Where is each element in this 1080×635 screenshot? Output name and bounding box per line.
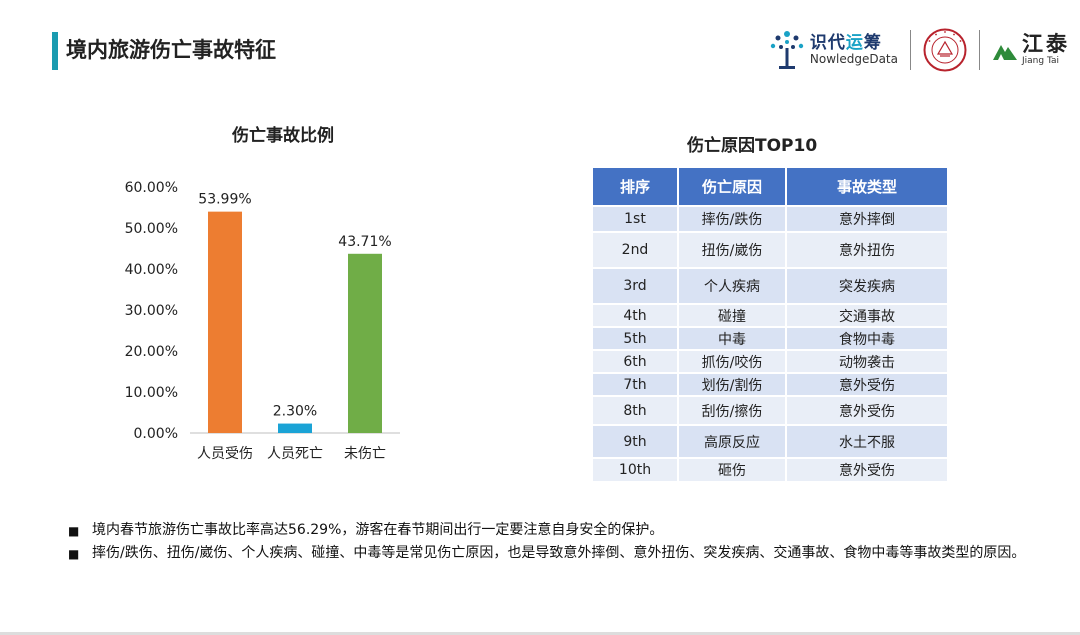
table-row: 6th 抓伤/咬伤 动物袭击: [593, 349, 947, 372]
y-tick-label: 0.00%: [134, 426, 178, 442]
bottom-divider: [0, 632, 1080, 635]
table-row: 7th 划伤/割伤 意外受伤: [593, 372, 947, 395]
rank-cell: 5th: [593, 326, 679, 349]
bar: [208, 211, 242, 433]
logo-group: 识代运筹 NowledgeData 江泰 Jiang Tai: [768, 24, 1070, 76]
note-text: 境内春节旅游伤亡事故比率高达56.29%，游客在春节期间出行一定要注意自身安全的…: [92, 522, 664, 538]
logo-divider: [910, 30, 911, 70]
y-tick-label: 10.00%: [125, 385, 178, 401]
rank-cell: 2nd: [593, 231, 679, 267]
rank-cell: 6th: [593, 349, 679, 372]
table-row: 4th 碰撞 交通事故: [593, 303, 947, 326]
data-label: 53.99%: [198, 192, 251, 208]
table-title: 伤亡原因TOP10: [687, 136, 818, 156]
table-header-cause: 伤亡原因: [679, 168, 787, 205]
table-row: 8th 刮伤/擦伤 意外受伤: [593, 395, 947, 424]
type-cell: 意外受伤: [787, 395, 947, 424]
summary-notes: ■ 境内春节旅游伤亡事故比率高达56.29%，游客在春节期间出行一定要注意自身安…: [68, 519, 1058, 565]
jiangtai-logo: 江泰 Jiang Tai: [992, 34, 1070, 66]
type-cell: 动物袭击: [787, 349, 947, 372]
data-label: 2.30%: [273, 404, 317, 420]
bar: [278, 423, 312, 433]
top10-table: 排序 伤亡原因 事故类型 1st 摔伤/跌伤 意外摔倒 2nd 扭伤/崴伤 意外…: [593, 168, 947, 481]
cause-cell: 划伤/割伤: [679, 372, 787, 395]
y-tick-label: 30.00%: [125, 303, 178, 319]
y-tick-label: 60.00%: [125, 180, 178, 196]
mountain-icon: [993, 45, 1017, 60]
tree-icon: [770, 31, 804, 69]
bar: [348, 253, 382, 433]
square-bullet-icon: ■: [68, 547, 80, 561]
table-row: 9th 高原反应 水土不服: [593, 424, 947, 457]
type-cell: 食物中毒: [787, 326, 947, 349]
square-bullet-icon: ■: [68, 524, 80, 538]
x-tick-label: 人员受伤: [197, 446, 253, 462]
type-cell: 交通事故: [787, 303, 947, 326]
rank-cell: 7th: [593, 372, 679, 395]
table-row: 10th 砸伤 意外受伤: [593, 457, 947, 481]
y-tick-label: 40.00%: [125, 262, 178, 278]
type-cell: 水土不服: [787, 424, 947, 457]
casualty-bar-chart: 0.00% 10.00% 20.00% 30.00% 40.00% 50.00% 60.00…: [125, 180, 400, 462]
rank-cell: 1st: [593, 205, 679, 231]
title-accent-bar: [52, 32, 58, 70]
table-row: 2nd 扭伤/崴伤 意外扭伤: [593, 231, 947, 267]
table-row: 3rd 个人疾病 突发疾病: [593, 267, 947, 303]
knowledgedata-cn: 识代运筹: [809, 32, 882, 53]
note-text: 摔伤/跌伤、扭伤/崴伤、个人疾病、碰撞、中毒等是常见伤亡原因，也是导致意外摔倒、…: [92, 545, 1026, 561]
knowledgedata-logo: 识代运筹 NowledgeData: [768, 28, 898, 72]
cause-cell: 抓伤/咬伤: [679, 349, 787, 372]
note-item: ■ 摔伤/跌伤、扭伤/崴伤、个人疾病、碰撞、中毒等是常见伤亡原因，也是导致意外摔…: [68, 542, 1058, 565]
data-label: 43.71%: [338, 234, 391, 250]
type-cell: 突发疾病: [787, 267, 947, 303]
cause-cell: 刮伤/擦伤: [679, 395, 787, 424]
type-cell: 意外受伤: [787, 372, 947, 395]
cause-cell: 碰撞: [679, 303, 787, 326]
chart-title: 伤亡事故比例: [232, 126, 334, 146]
type-cell: 意外扭伤: [787, 231, 947, 267]
table-header-rank: 排序: [593, 168, 679, 205]
jiangtai-cn: 江泰: [1022, 32, 1070, 56]
rank-cell: 4th: [593, 303, 679, 326]
y-tick-label: 50.00%: [125, 221, 178, 237]
note-item: ■ 境内春节旅游伤亡事故比率高达56.29%，游客在春节期间出行一定要注意自身安…: [68, 519, 1058, 542]
cause-cell: 砸伤: [679, 457, 787, 481]
rank-cell: 8th: [593, 395, 679, 424]
table-header-type: 事故类型: [787, 168, 947, 205]
cause-cell: 个人疾病: [679, 267, 787, 303]
x-tick-label: 人员死亡: [267, 446, 323, 462]
knowledgedata-en: NowledgeData: [809, 51, 898, 66]
x-tick-label: 未伤亡: [344, 446, 386, 462]
table-header-row: 排序 伤亡原因 事故类型: [593, 168, 947, 205]
type-cell: 意外受伤: [787, 457, 947, 481]
table-row: 1st 摔伤/跌伤 意外摔倒: [593, 205, 947, 231]
university-seal-icon: [923, 28, 967, 72]
rank-cell: 3rd: [593, 267, 679, 303]
table-row: 5th 中毒 食物中毒: [593, 326, 947, 349]
page-title: 境内旅游伤亡事故特征: [66, 38, 276, 62]
cause-cell: 扭伤/崴伤: [679, 231, 787, 267]
rank-cell: 10th: [593, 457, 679, 481]
logo-divider: [979, 30, 980, 70]
cause-cell: 高原反应: [679, 424, 787, 457]
y-tick-label: 20.00%: [125, 344, 178, 360]
jiangtai-en: Jiang Tai: [1022, 56, 1059, 66]
rank-cell: 9th: [593, 424, 679, 457]
cause-cell: 摔伤/跌伤: [679, 205, 787, 231]
type-cell: 意外摔倒: [787, 205, 947, 231]
cause-cell: 中毒: [679, 326, 787, 349]
